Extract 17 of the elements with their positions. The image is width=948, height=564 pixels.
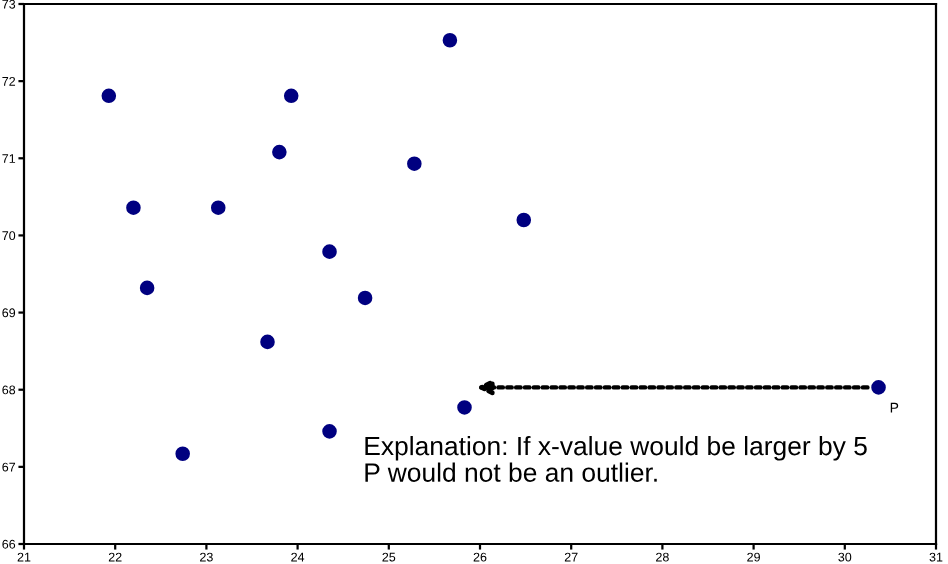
point (871, 380, 886, 395)
point (260, 334, 275, 350)
annotation: Explanation: If x-value would be larger by 5 P would not be an outlier. (365, 436, 867, 482)
point (283, 88, 299, 104)
point (101, 88, 117, 104)
point (442, 32, 458, 48)
point (272, 144, 287, 160)
point (175, 446, 190, 462)
point (322, 424, 337, 439)
point (126, 200, 141, 215)
point (516, 212, 532, 228)
point (139, 280, 155, 296)
point (322, 244, 337, 259)
point (457, 400, 472, 415)
point (210, 200, 226, 215)
point (357, 290, 373, 306)
point (407, 156, 422, 171)
